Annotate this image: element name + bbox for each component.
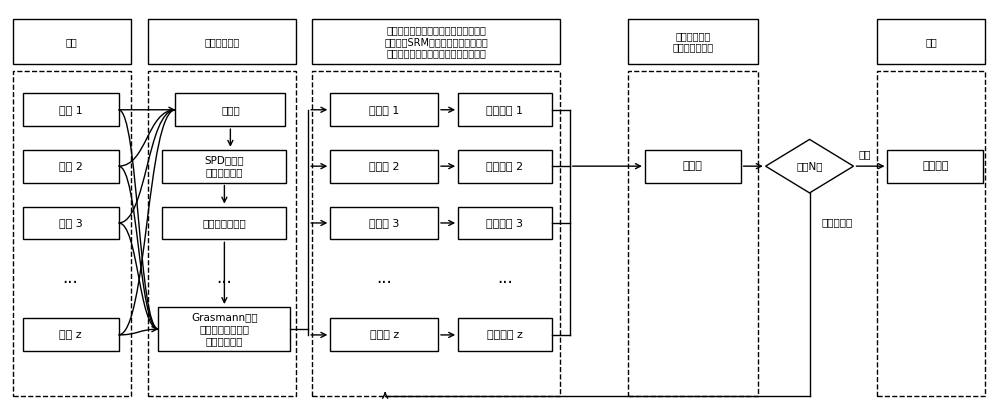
Text: 每个源域的分
类结果进行投票: 每个源域的分 类结果进行投票	[672, 31, 713, 52]
Text: 源域 1: 源域 1	[59, 105, 82, 115]
Text: 分类器 3: 分类器 3	[369, 218, 399, 228]
FancyBboxPatch shape	[148, 19, 296, 64]
FancyBboxPatch shape	[628, 19, 758, 64]
Text: 输出: 输出	[926, 37, 937, 47]
FancyBboxPatch shape	[330, 93, 438, 126]
Text: 分类结果 z: 分类结果 z	[487, 330, 523, 340]
Text: 源域 3: 源域 3	[59, 218, 82, 228]
FancyBboxPatch shape	[887, 150, 983, 183]
FancyBboxPatch shape	[23, 150, 119, 183]
FancyBboxPatch shape	[458, 93, 552, 126]
Text: 迭代N次: 迭代N次	[796, 161, 823, 171]
Text: SPD流形上
分布均値对齐: SPD流形上 分布均値对齐	[205, 155, 244, 177]
Text: 源域 2: 源域 2	[59, 161, 83, 171]
FancyBboxPatch shape	[458, 206, 552, 240]
FancyBboxPatch shape	[23, 206, 119, 240]
FancyBboxPatch shape	[175, 93, 285, 126]
Text: 伪标签: 伪标签	[683, 161, 703, 171]
FancyBboxPatch shape	[877, 19, 985, 64]
FancyBboxPatch shape	[162, 150, 286, 183]
Polygon shape	[766, 140, 854, 193]
Text: 源域 z: 源域 z	[59, 330, 82, 340]
Text: ···: ···	[376, 274, 392, 292]
Text: ···: ···	[217, 274, 232, 292]
Text: 切空间特征提取: 切空间特征提取	[203, 218, 246, 228]
FancyBboxPatch shape	[158, 307, 290, 351]
FancyBboxPatch shape	[23, 318, 119, 351]
Text: 结束: 结束	[859, 149, 871, 159]
Text: 预测标签: 预测标签	[922, 161, 949, 171]
Text: 分类结果 3: 分类结果 3	[486, 218, 523, 228]
Text: 分类器 1: 分类器 1	[369, 105, 399, 115]
Text: Grasmann流形
特征提取来最小化
边缘概率分布: Grasmann流形 特征提取来最小化 边缘概率分布	[191, 313, 258, 346]
Text: 分类结果 2: 分类结果 2	[486, 161, 524, 171]
FancyBboxPatch shape	[312, 19, 560, 64]
FancyBboxPatch shape	[645, 150, 741, 183]
Text: 源域: 源域	[66, 37, 77, 47]
Text: 迭代未结束: 迭代未结束	[822, 218, 853, 228]
Text: 流形特征提取: 流形特征提取	[205, 37, 240, 47]
Text: 目标域: 目标域	[221, 105, 240, 115]
Text: 分类器 2: 分类器 2	[369, 161, 399, 171]
FancyBboxPatch shape	[13, 19, 131, 64]
FancyBboxPatch shape	[330, 318, 438, 351]
Text: ···: ···	[63, 274, 78, 292]
Text: 通过最小化每个源域和目标域的条件概
率分布和SRM方程来为每个源域训练
一个分类器，并对目标与样本进行分类: 通过最小化每个源域和目标域的条件概 率分布和SRM方程来为每个源域训练 一个分类…	[384, 25, 488, 59]
FancyBboxPatch shape	[458, 150, 552, 183]
Text: ···: ···	[497, 274, 513, 292]
FancyBboxPatch shape	[330, 206, 438, 240]
Text: 分类结果 1: 分类结果 1	[486, 105, 523, 115]
FancyBboxPatch shape	[458, 318, 552, 351]
FancyBboxPatch shape	[162, 206, 286, 240]
Text: 分类器 z: 分类器 z	[370, 330, 399, 340]
FancyBboxPatch shape	[23, 93, 119, 126]
FancyBboxPatch shape	[330, 150, 438, 183]
